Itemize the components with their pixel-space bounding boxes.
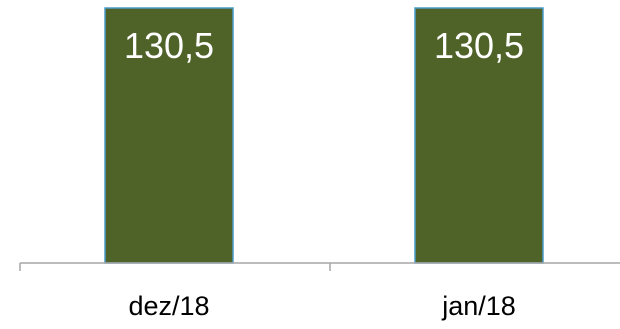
bars-group bbox=[104, 7, 544, 264]
x-tick-label: jan/18 bbox=[441, 291, 516, 321]
x-tick-label: dez/18 bbox=[128, 291, 209, 321]
data-label: 130,5 bbox=[124, 25, 214, 66]
bar bbox=[104, 7, 234, 264]
x-axis bbox=[19, 262, 620, 271]
data-label: 130,5 bbox=[434, 25, 524, 66]
data-labels-group: 130,5 130,5 bbox=[124, 25, 524, 66]
tick-labels-group: dez/18 jan/18 bbox=[128, 291, 515, 321]
bar bbox=[414, 7, 544, 264]
